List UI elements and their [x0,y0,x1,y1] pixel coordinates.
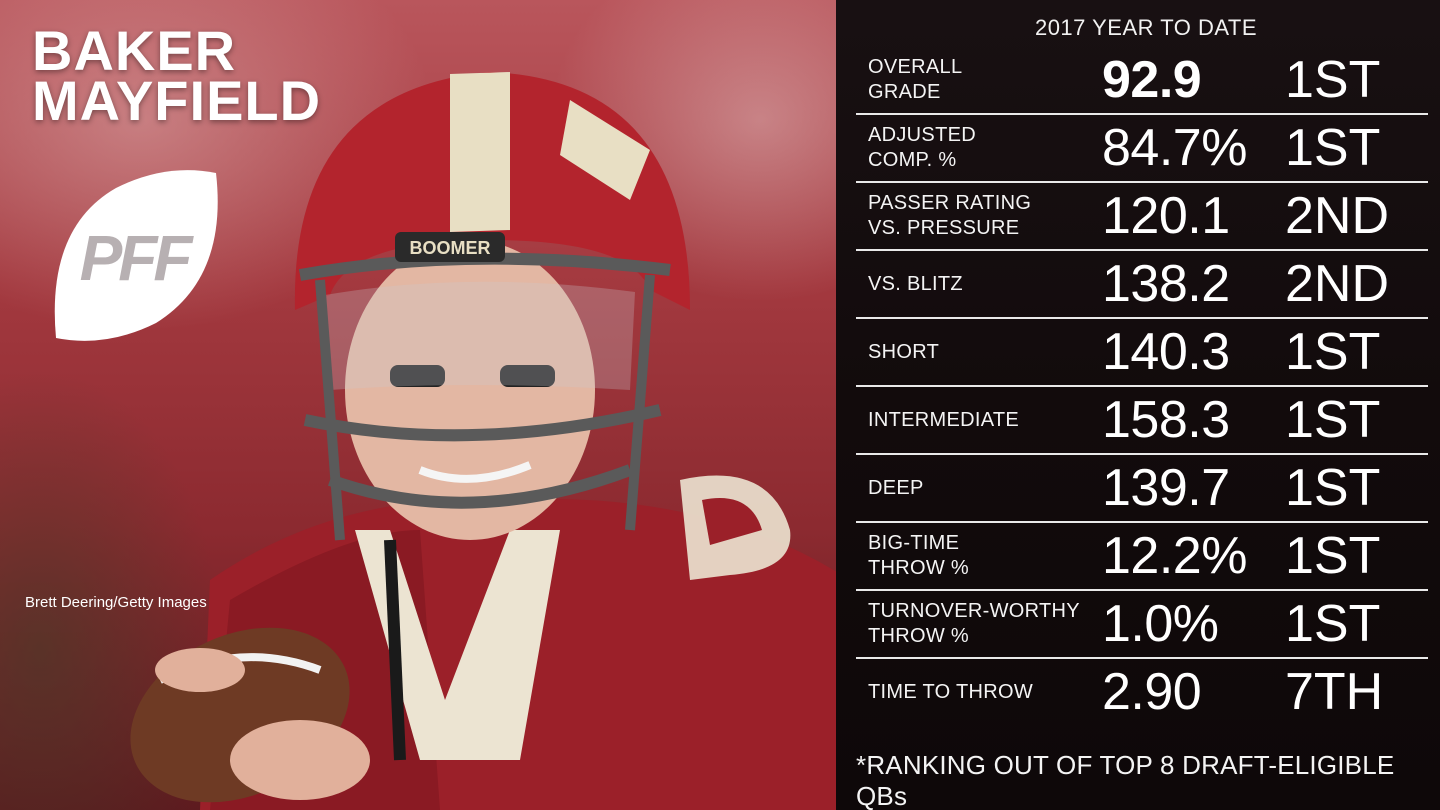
stat-label: INTERMEDIATE [868,408,1020,431]
stat-row-short: SHORT 140.3 1ST [856,319,1428,387]
stat-label: BIG-TIME THROW % [868,532,969,579]
svg-text:BOOMER: BOOMER [410,238,491,258]
stat-row-big-time-throw: BIG-TIME THROW % 12.2% 1ST [856,523,1428,591]
stat-label: ADJUSTED COMP. % [868,124,976,171]
player-name: BAKER MAYFIELD [32,19,322,132]
stat-row-overall-grade: OVERALL GRADE 92.9 1ST [856,47,1428,115]
stat-rank: 2ND [1285,187,1390,245]
stat-value: 92.9 [1102,51,1202,109]
photo-credit: Brett Deering/Getty Images [25,594,207,611]
stat-rank: 2ND [1285,255,1390,313]
stat-label: DEEP [868,476,924,499]
stat-value: 138.2 [1102,255,1230,313]
stat-rank: 1ST [1285,595,1381,653]
stat-value: 139.7 [1102,459,1230,517]
stat-rank: 1ST [1285,391,1381,449]
stat-row-deep: DEEP 139.7 1ST [856,455,1428,523]
stat-value: 1.0% [1102,595,1219,653]
player-illustration: BOOMER [130,72,836,810]
stat-label: SHORT [868,340,940,363]
stat-value: 12.2% [1102,527,1247,585]
stat-label: TIME TO THROW [868,680,1034,703]
stat-row-time-to-throw: TIME TO THROW 2.90 7TH [856,659,1428,725]
football-icon [54,170,218,341]
stat-value: 158.3 [1102,391,1230,449]
player-photo: BOOMER BAKER MAYFIELD PFF Brett Deering/… [0,0,836,810]
stat-row-intermediate: INTERMEDIATE 158.3 1ST [856,387,1428,455]
pff-logo: PFF [54,170,218,341]
player-first-name: BAKER [32,19,237,82]
stat-label: OVERALL GRADE [868,56,963,103]
stat-row-turnover-worthy-throw: TURNOVER-WORTHY THROW % 1.0% 1ST [856,591,1428,659]
stats-panel-title: 2017 YEAR TO DATE [1034,15,1258,40]
stat-rank: 1ST [1285,119,1381,177]
stats-table: OVERALL GRADE 92.9 1ST ADJUSTED COMP. % … [856,47,1428,725]
player-last-name: MAYFIELD [32,69,322,132]
stat-rank: 1ST [1285,323,1381,381]
pff-logo-text: PFF [80,222,195,294]
stat-row-passer-rating-pressure: PASSER RATING VS. PRESSURE 120.1 2ND [856,183,1428,251]
ranking-footnote: *RANKING OUT OF TOP 8 DRAFT-ELIGIBLE QBs [856,750,1395,810]
stat-rank: 1ST [1285,527,1381,585]
stat-row-vs-blitz: VS. BLITZ 138.2 2ND [856,251,1428,319]
stat-rank: 7TH [1285,663,1384,721]
stat-value: 2.90 [1102,663,1202,721]
stat-value: 84.7% [1102,119,1247,177]
stats-panel: 2017 YEAR TO DATE OVERALL GRADE 92.9 1ST… [836,0,1440,810]
stat-value: 140.3 [1102,323,1230,381]
stat-rank: 1ST [1285,459,1381,517]
stat-label: VS. BLITZ [868,272,963,295]
stat-label: TURNOVER-WORTHY THROW % [868,600,1080,647]
stat-label: PASSER RATING VS. PRESSURE [868,192,1032,239]
stat-value: 120.1 [1102,187,1230,245]
stat-rank: 1ST [1285,51,1381,109]
stat-row-adjusted-comp: ADJUSTED COMP. % 84.7% 1ST [856,115,1428,183]
